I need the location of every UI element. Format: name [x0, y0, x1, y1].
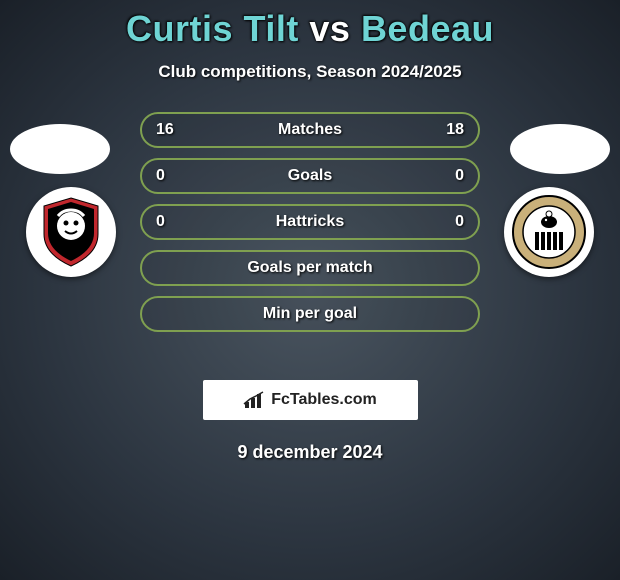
stat-row-mpg: Min per goal — [140, 296, 480, 332]
notts-county-crest-icon — [511, 194, 587, 270]
player1-name: Curtis Tilt — [126, 8, 299, 49]
vs-text: vs — [309, 8, 350, 49]
stat-right: 0 — [434, 213, 464, 231]
comparison-title: Curtis Tilt vs Bedeau — [0, 0, 620, 50]
stat-label: Min per goal — [186, 305, 434, 323]
stat-right: 0 — [434, 167, 464, 185]
stat-right: 18 — [434, 121, 464, 139]
comparison-main: 16 Matches 18 0 Goals 0 0 Hattricks 0 Go… — [0, 112, 620, 372]
stat-left: 0 — [156, 167, 186, 185]
brand-text: FcTables.com — [271, 391, 377, 409]
salford-crest-icon — [40, 196, 102, 268]
player2-club-crest — [504, 187, 594, 277]
player1-club-crest — [26, 187, 116, 277]
stats-list: 16 Matches 18 0 Goals 0 0 Hattricks 0 Go… — [140, 112, 480, 342]
bar-chart-icon — [243, 390, 267, 410]
stat-left: 16 — [156, 121, 186, 139]
stat-row-matches: 16 Matches 18 — [140, 112, 480, 148]
stat-label: Matches — [186, 121, 434, 139]
stat-label: Hattricks — [186, 213, 434, 231]
subtitle: Club competitions, Season 2024/2025 — [0, 62, 620, 82]
player2-avatar — [510, 124, 610, 174]
brand-badge: FcTables.com — [203, 380, 418, 420]
player1-avatar — [10, 124, 110, 174]
stat-label: Goals per match — [186, 259, 434, 277]
stat-left: 0 — [156, 213, 186, 231]
stat-row-gpm: Goals per match — [140, 250, 480, 286]
snapshot-date: 9 december 2024 — [0, 442, 620, 463]
stat-row-hattricks: 0 Hattricks 0 — [140, 204, 480, 240]
stat-label: Goals — [186, 167, 434, 185]
stat-row-goals: 0 Goals 0 — [140, 158, 480, 194]
player2-name: Bedeau — [361, 8, 494, 49]
